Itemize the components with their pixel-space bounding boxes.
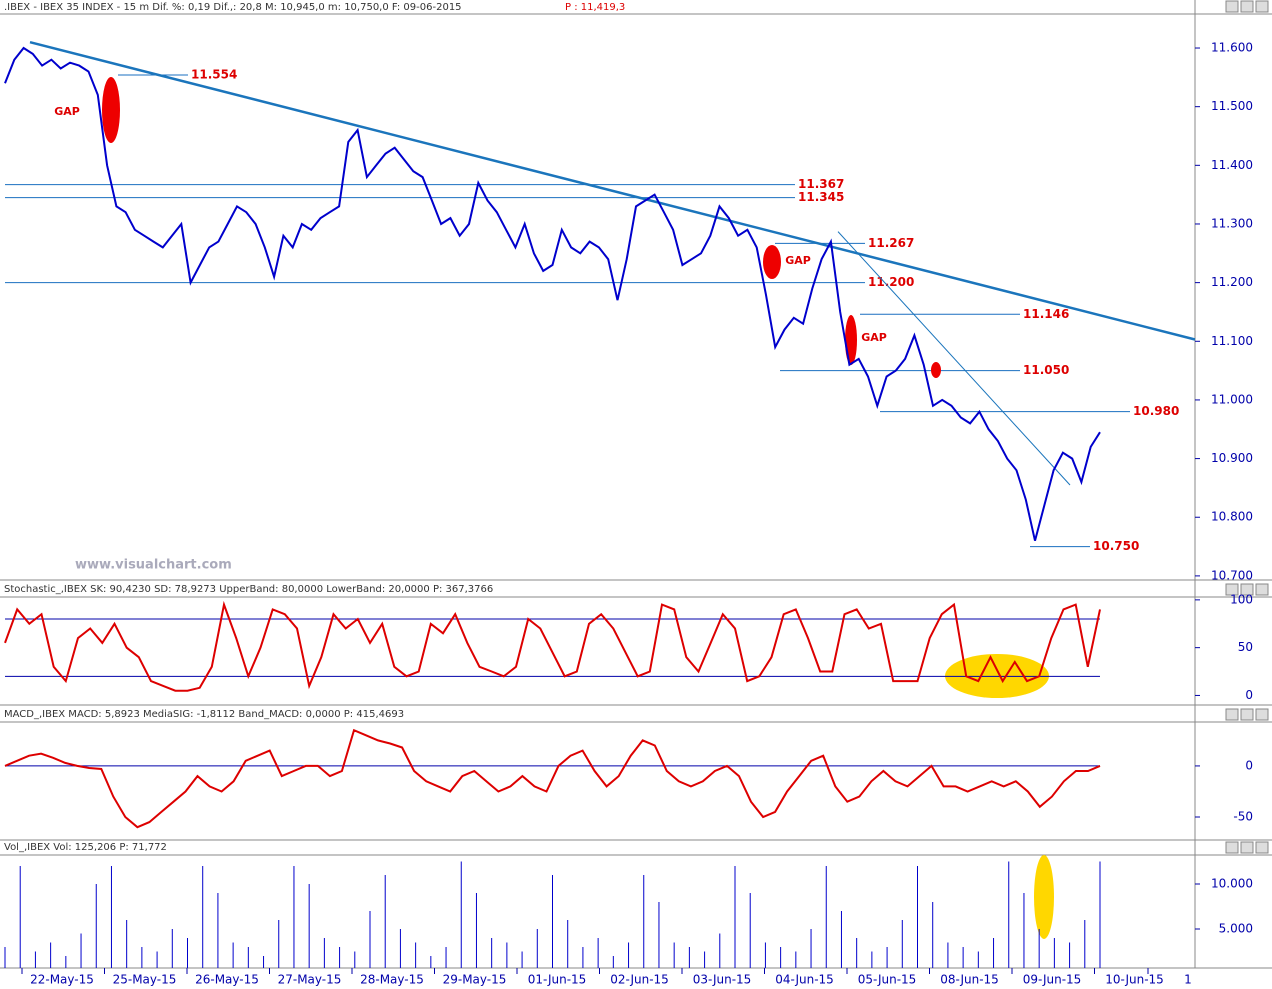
trendline [837, 231, 1071, 486]
y-tick-label: 5.000 [1219, 922, 1253, 936]
gap-marker [931, 362, 941, 378]
minimize-button[interactable] [1225, 0, 1239, 13]
x-tick-label: 03-Jun-15 [693, 973, 752, 987]
minimize-button[interactable] [1225, 708, 1239, 721]
header-price: P : 11,419,3 [565, 2, 625, 13]
y-tick-label: 10.700 [1211, 568, 1253, 582]
level-label: 10.750 [1093, 539, 1139, 553]
level-label: 11.554 [191, 67, 237, 81]
y-tick-label: 0 [1245, 688, 1253, 702]
close-button[interactable] [1255, 708, 1269, 721]
maximize-button[interactable] [1240, 841, 1254, 854]
series-line [4, 600, 1101, 692]
close-button[interactable] [1255, 0, 1269, 13]
x-tick-label: 28-May-15 [360, 973, 424, 987]
level-label: 11.367 [798, 177, 844, 191]
y-tick-label: 11.400 [1211, 158, 1253, 172]
x-tick-label: 04-Jun-15 [775, 973, 834, 987]
level-label: 11.267 [868, 236, 914, 250]
y-tick-label: 11.200 [1211, 275, 1253, 289]
x-tick-label: 05-Jun-15 [858, 973, 917, 987]
maximize-button[interactable] [1240, 0, 1254, 13]
y-tick-label: -50 [1233, 810, 1253, 824]
close-button[interactable] [1255, 583, 1269, 596]
level-label: 11.200 [868, 275, 914, 289]
level-label: 11.146 [1023, 307, 1069, 321]
series-line [4, 728, 1101, 829]
y-tick-label: 11.600 [1211, 41, 1253, 55]
y-tick-label: 11.500 [1211, 99, 1253, 113]
y-tick-label: 11.300 [1211, 216, 1253, 230]
level-label: 11.345 [798, 190, 844, 204]
gap-marker [102, 77, 120, 143]
trendline [29, 40, 1196, 341]
panel-borders [0, 0, 1272, 969]
y-tick-label: 10.000 [1211, 876, 1253, 890]
x-tick-label: 01-Jun-15 [528, 973, 587, 987]
x-tick-label: 09-Jun-15 [1023, 973, 1082, 987]
level-label: 11.050 [1023, 363, 1069, 377]
gap-label: GAP [54, 105, 80, 118]
level-label: 10.980 [1133, 404, 1179, 418]
header-title: .IBEX - IBEX 35 INDEX - 15 m Dif. %: 0,1… [4, 2, 462, 13]
panel-title: Stochastic_,IBEX SK: 90,4230 SD: 78,9273… [4, 584, 493, 595]
x-tick-label: 08-Jun-15 [940, 973, 999, 987]
series-line [4, 46, 1101, 541]
y-tick-label: 10.800 [1211, 510, 1253, 524]
x-tick-label: 1 [1184, 973, 1192, 987]
panel-title: MACD_,IBEX MACD: 5,8923 MediaSIG: -1,811… [4, 709, 404, 720]
watermark: www.visualchart.com [75, 558, 232, 573]
highlight [1034, 855, 1054, 939]
maximize-button[interactable] [1240, 583, 1254, 596]
gap-marker [763, 245, 781, 279]
minimize-button[interactable] [1225, 583, 1239, 596]
y-tick-label: 10.900 [1211, 451, 1253, 465]
x-tick-label: 26-May-15 [195, 973, 259, 987]
x-tick-label: 25-May-15 [113, 973, 177, 987]
window-buttons [1225, 0, 1269, 854]
x-tick-label: 29-May-15 [443, 973, 507, 987]
gap-label: GAP [785, 254, 811, 267]
gap-label: GAP [861, 331, 887, 344]
y-tick-label: 0 [1245, 758, 1253, 772]
x-tick-label: 10-Jun-15 [1105, 973, 1164, 987]
x-tick-label: 22-May-15 [30, 973, 94, 987]
y-tick-label: 11.000 [1211, 392, 1253, 406]
maximize-button[interactable] [1240, 708, 1254, 721]
close-button[interactable] [1255, 841, 1269, 854]
y-tick-label: 11.100 [1211, 334, 1253, 348]
y-tick-label: 100 [1230, 592, 1253, 606]
panel-title: Vol_,IBEX Vol: 125,206 P: 71,772 [4, 842, 167, 853]
y-tick-label: 50 [1238, 640, 1253, 654]
gap-marker [845, 315, 857, 365]
x-tick-label: 27-May-15 [278, 973, 342, 987]
minimize-button[interactable] [1225, 841, 1239, 854]
x-tick-label: 02-Jun-15 [610, 973, 669, 987]
